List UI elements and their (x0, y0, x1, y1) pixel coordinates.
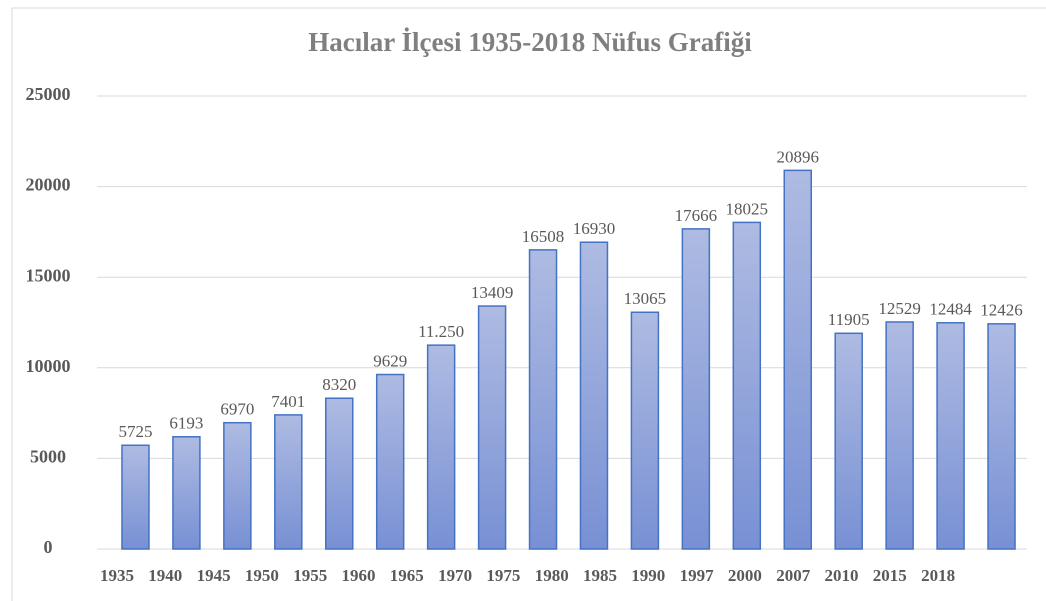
x-tick-label: 1970 (438, 566, 472, 585)
bar (528, 249, 558, 550)
x-tick-label: 2000 (728, 566, 762, 585)
value-label: 6193 (169, 414, 203, 433)
value-label: 6970 (220, 400, 254, 419)
value-label: 11.250 (418, 322, 464, 341)
x-tick-label: 1980 (535, 566, 569, 585)
bar (783, 169, 812, 550)
chart-title: Hacılar İlçesi 1935-2018 Nüfus Grafiği (308, 27, 752, 57)
y-tick-label: 5000 (30, 447, 66, 467)
value-label: 12529 (878, 299, 921, 318)
value-label: 16508 (522, 227, 565, 246)
bar (121, 444, 150, 550)
x-tick-label: 1985 (583, 566, 617, 585)
bar (834, 332, 863, 550)
y-tick-label: 25000 (26, 84, 71, 104)
x-tick-label: 1990 (631, 566, 665, 585)
x-tick-label: 1997 (680, 566, 715, 585)
bar (579, 241, 609, 550)
value-label: 17666 (675, 206, 718, 225)
x-tick-label: 2018 (921, 566, 955, 585)
x-tick-label: 1975 (486, 566, 520, 585)
value-label: 13409 (471, 283, 514, 302)
value-label: 8320 (322, 375, 356, 394)
x-tick-label: 1955 (293, 566, 327, 585)
value-label: 5725 (118, 422, 152, 441)
x-tick-label: 1940 (148, 566, 182, 585)
value-label: 7401 (271, 392, 305, 411)
value-label: 11905 (828, 310, 870, 329)
bar (325, 397, 354, 550)
y-tick-label: 20000 (26, 175, 71, 195)
value-label: 12426 (980, 301, 1023, 320)
bar (987, 323, 1016, 550)
x-tick-label: 1965 (390, 566, 424, 585)
y-tick-label: 0 (44, 537, 53, 557)
x-tick-label: 2010 (825, 566, 859, 585)
value-label: 12484 (929, 300, 972, 319)
bar (477, 305, 507, 550)
x-tick-label: 1935 (100, 566, 134, 585)
bar (375, 373, 405, 550)
x-tick-label: 1945 (197, 566, 231, 585)
bar (681, 228, 711, 550)
bar (426, 344, 456, 550)
x-tick-label: 2007 (776, 566, 811, 585)
y-tick-label: 10000 (26, 356, 71, 376)
bar (885, 321, 914, 550)
bar (172, 436, 201, 550)
y-tick-label: 15000 (26, 265, 71, 285)
value-label: 13065 (624, 289, 667, 308)
value-label: 16930 (573, 219, 616, 238)
x-tick-label: 1960 (342, 566, 376, 585)
value-label: 9629 (373, 351, 407, 370)
x-tick-label: 2015 (873, 566, 907, 585)
value-label: 20896 (777, 147, 820, 166)
bar (223, 421, 252, 550)
x-tick-label: 1950 (245, 566, 279, 585)
bar (732, 221, 762, 550)
bar (630, 311, 660, 550)
bar (274, 414, 303, 550)
bar (936, 322, 965, 550)
value-label: 18025 (726, 199, 769, 218)
